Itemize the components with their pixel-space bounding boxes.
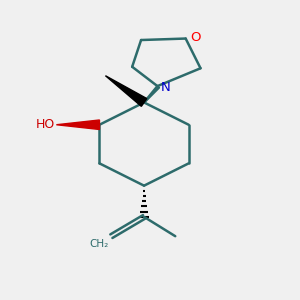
Text: HO: HO [36,118,55,131]
Polygon shape [105,76,147,106]
Text: O: O [190,31,201,44]
Text: N: N [160,81,170,94]
Text: CH₂: CH₂ [89,239,108,249]
Polygon shape [56,120,100,130]
